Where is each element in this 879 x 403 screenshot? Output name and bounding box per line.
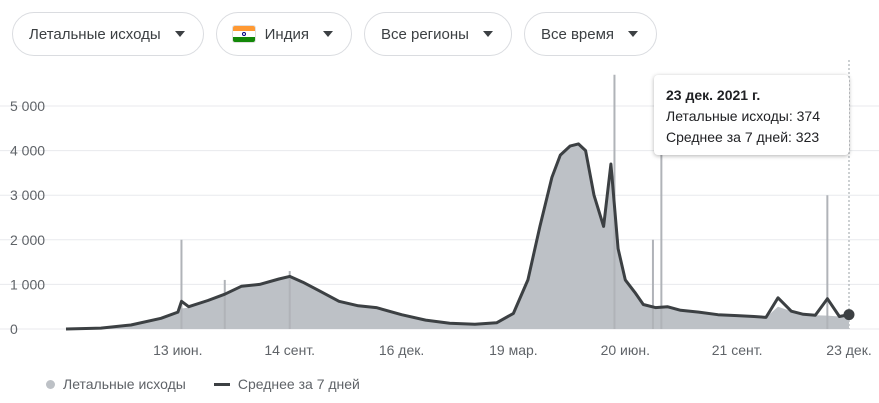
metric-dropdown[interactable]: Летальные исходы <box>12 12 204 56</box>
country-dropdown-label: Индия <box>264 25 309 43</box>
region-dropdown[interactable]: Все регионы <box>363 12 512 56</box>
x-tick-label: 19 мар. <box>489 342 538 358</box>
chart-tooltip: 23 дек. 2021 г. Летальные исходы: 374 Ср… <box>654 75 849 155</box>
chevron-down-icon <box>482 31 493 37</box>
tooltip-date: 23 дек. 2021 г. <box>666 87 761 103</box>
tooltip-daily: Летальные исходы: 374 <box>666 108 820 124</box>
y-tick-label: 0 <box>10 321 18 337</box>
chart-legend: Летальные исходы Среднее за 7 дней <box>46 376 360 392</box>
y-tick-label: 4 000 <box>10 143 45 159</box>
x-tick-label: 13 июн. <box>153 342 202 358</box>
chevron-down-icon <box>174 31 185 37</box>
x-tick-label: 23 дек. <box>826 342 871 358</box>
period-dropdown[interactable]: Все время <box>523 12 658 56</box>
region-dropdown-label: Все регионы <box>380 25 469 43</box>
filter-bar: Летальные исходы Индия Все регионы Все в… <box>12 12 658 56</box>
y-tick-label: 3 000 <box>10 187 45 203</box>
metric-dropdown-label: Летальные исходы <box>29 25 161 43</box>
seven-day-average-line <box>65 142 850 331</box>
country-dropdown[interactable]: Индия <box>215 12 352 56</box>
y-tick-label: 2 000 <box>10 232 45 248</box>
x-tick-label: 21 сент. <box>712 342 763 358</box>
x-tick-label: 14 сент. <box>264 342 315 358</box>
y-tick-label: 1 000 <box>10 276 45 292</box>
y-axis-labels: 0 1 000 2 000 3 000 4 000 5 000 <box>10 98 45 337</box>
india-flag-icon <box>232 26 255 42</box>
tooltip-average: Среднее за 7 дней: 323 <box>666 129 820 145</box>
chevron-down-icon <box>628 31 639 37</box>
legend-swatch-average <box>213 382 230 386</box>
x-tick-label: 20 июн. <box>601 342 650 358</box>
legend-swatch-deaths <box>46 379 55 389</box>
legend-label-average: Среднее за 7 дней <box>237 376 360 392</box>
legend-label-deaths: Летальные исходы <box>63 376 186 392</box>
chart-highlight <box>843 309 855 321</box>
period-dropdown-label: Все время <box>540 25 615 43</box>
x-tick-label: 16 дек. <box>379 342 424 358</box>
highlight-point <box>843 309 855 321</box>
chart-line-group <box>65 142 850 331</box>
chevron-down-icon <box>322 31 333 37</box>
x-axis-labels: 13 июн. 14 сент. 16 дек. 19 мар. 20 июн. 21 с… <box>153 342 872 358</box>
y-tick-label: 5 000 <box>10 98 45 114</box>
